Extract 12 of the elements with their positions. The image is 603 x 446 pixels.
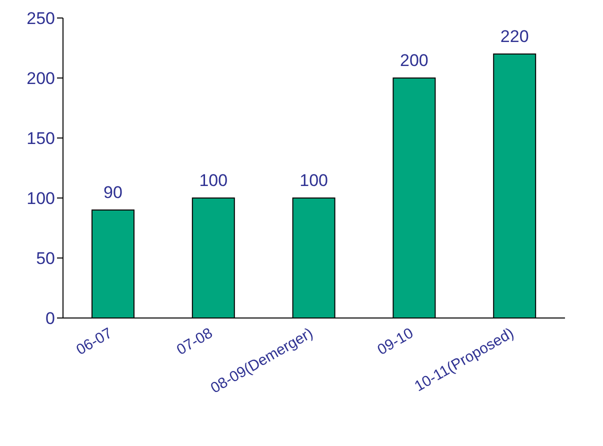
y-tick-label: 200 — [26, 69, 55, 88]
data-label: 200 — [400, 51, 428, 70]
y-tick-label: 250 — [26, 9, 55, 28]
data-label: 90 — [104, 183, 122, 202]
data-label: 220 — [500, 27, 529, 46]
data-label: 100 — [199, 171, 228, 190]
y-tick-label: 100 — [26, 189, 55, 208]
y-tick-label: 0 — [46, 309, 55, 328]
y-tick-label: 50 — [36, 249, 55, 268]
x-tick-label: 09-10 — [374, 324, 416, 359]
y-tick-label: 150 — [26, 129, 55, 148]
data-label: 100 — [300, 171, 328, 190]
